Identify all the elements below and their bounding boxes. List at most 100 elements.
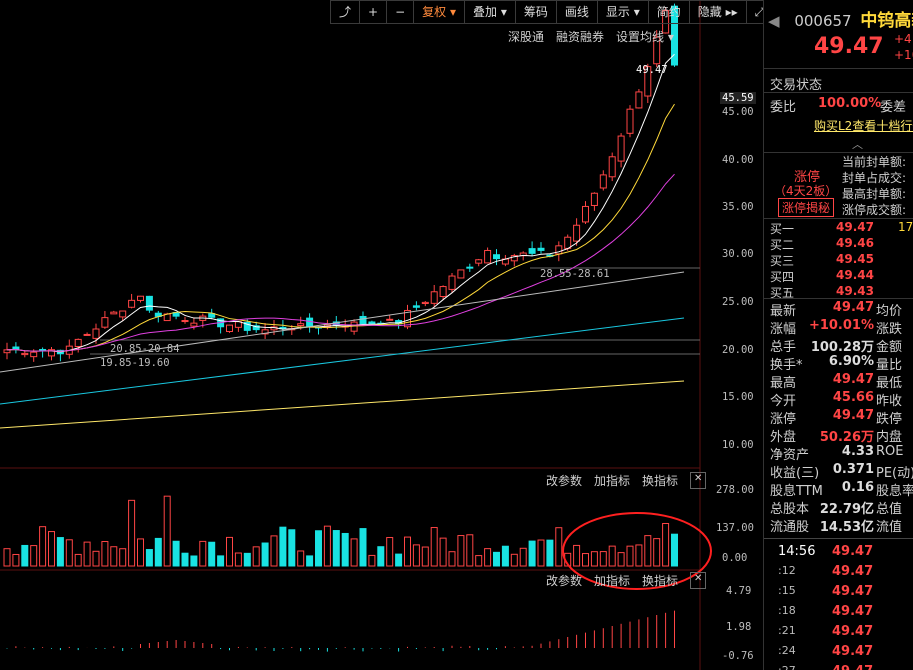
candle-body xyxy=(3,349,11,354)
ma20-line xyxy=(6,173,675,352)
volume-bar xyxy=(341,532,349,567)
kline-chart-area[interactable]: ⤴ + − 复权 ▾ 叠加 ▾ 筹码 画线 显示 ▾ 简约 隐藏 ▸▸ ⤢ 深股… xyxy=(0,0,774,670)
volume-bar xyxy=(635,544,643,567)
zoom-in-button[interactable]: + xyxy=(359,0,388,24)
candle-body xyxy=(421,301,429,305)
stat-label: 收益(三) xyxy=(770,466,820,481)
bid-price: 49.43 xyxy=(836,284,874,298)
price-tick-15: 15.00 xyxy=(722,391,754,403)
draw-button[interactable]: 画线 xyxy=(555,0,598,24)
volume-bar xyxy=(190,555,198,567)
volume-bar xyxy=(110,546,118,567)
volume-bar xyxy=(421,546,429,567)
toolbar: ⤴ + − 复权 ▾ 叠加 ▾ 筹码 画线 显示 ▾ 简约 隐藏 ▸▸ ⤢ xyxy=(330,0,774,24)
stock-header: ◀ 000657 中钨高新 xyxy=(768,6,913,31)
bid-qty: 17 xyxy=(898,220,913,234)
stat-value: 50.26万 xyxy=(819,430,874,445)
candle-body xyxy=(39,348,47,351)
volume-bars xyxy=(3,495,678,567)
candle-body xyxy=(671,5,678,66)
stat-right-label: 股息率 xyxy=(876,484,913,499)
limit-secret-button[interactable]: 涨停揭秘 xyxy=(778,198,835,217)
candle-body xyxy=(48,349,55,357)
adjust-label: 复权 xyxy=(422,5,447,19)
status-title: 交易状态 xyxy=(770,78,823,93)
volume-bar xyxy=(395,553,403,567)
adjust-button[interactable]: 复权 ▾ xyxy=(413,0,465,24)
volume-bar xyxy=(288,529,296,567)
vol-change-params[interactable]: 改参数 xyxy=(546,474,583,488)
price-tick-45: 45.00 xyxy=(722,106,754,118)
volume-bar xyxy=(39,526,47,567)
stat-value: 22.79亿 xyxy=(819,502,874,517)
ma-settings-link[interactable]: 设置均线 ▾ xyxy=(616,30,674,44)
volume-bar xyxy=(608,545,616,567)
vol-panel-links: 改参数 加指标 换指标 ✕ xyxy=(546,472,707,489)
stat-label: 流通股 xyxy=(770,520,810,535)
stat-label: 总股本 xyxy=(770,502,810,517)
macd-panel-links: 改参数 加指标 换指标 ✕ xyxy=(546,572,707,589)
macd-close-icon[interactable]: ✕ xyxy=(690,572,707,589)
macd-switch-indicator[interactable]: 换指标 xyxy=(642,574,679,588)
ma120-line xyxy=(0,380,685,429)
volume-bar xyxy=(128,499,136,567)
stat-right-label: 均价 xyxy=(876,304,903,319)
volume-bar xyxy=(217,555,225,567)
bid-price: 49.45 xyxy=(836,252,874,266)
lock-button[interactable]: ⤴ xyxy=(330,0,361,24)
back-icon[interactable]: ◀ xyxy=(768,12,780,30)
ma5-line xyxy=(6,53,675,353)
simple-button[interactable]: 简约 xyxy=(647,0,690,24)
tick-price: 49.47 xyxy=(832,564,874,579)
hide-label: 隐藏 xyxy=(697,5,722,19)
macd-add-indicator[interactable]: 加指标 xyxy=(594,574,631,588)
display-button[interactable]: 显示 ▾ xyxy=(596,0,649,24)
tick-price: 49.47 xyxy=(832,664,873,670)
zoom-out-button[interactable]: − xyxy=(386,0,415,24)
chips-button[interactable]: 筹码 xyxy=(514,0,557,24)
candle-body xyxy=(644,66,652,97)
candle-body xyxy=(662,10,670,34)
volume-bar xyxy=(279,526,287,567)
bid-price: 49.46 xyxy=(836,236,874,250)
box-label-3: 19.85-19.60 xyxy=(100,357,170,369)
candle-body xyxy=(181,320,189,323)
overlay-button[interactable]: 叠加 ▾ xyxy=(464,0,516,24)
stat-right-label: 量比 xyxy=(876,358,903,373)
collapse-icon[interactable]: ︿ xyxy=(852,138,863,151)
stat-label: 涨停 xyxy=(770,412,797,427)
candle-body xyxy=(83,333,91,336)
price-tick-30: 30.00 xyxy=(722,248,754,260)
candle-body xyxy=(412,305,420,308)
top-links: 深股通 融资融券 设置均线 ▾ xyxy=(508,28,674,45)
candle-body xyxy=(110,311,118,315)
volume-bar xyxy=(671,533,678,567)
hide-button[interactable]: 隐藏 ▸▸ xyxy=(688,0,747,24)
vol-add-indicator[interactable]: 加指标 xyxy=(594,474,631,488)
price-tick-20: 20.00 xyxy=(722,344,754,356)
candle-body xyxy=(243,321,251,331)
candle-body xyxy=(368,321,376,325)
candle-body xyxy=(626,108,634,134)
ma60-line xyxy=(0,317,685,405)
macd-axis-mid: 1.98 xyxy=(726,621,752,633)
price-tick-40: 40.00 xyxy=(722,154,754,166)
volume-bar xyxy=(599,551,607,567)
stat-label: 最高 xyxy=(770,376,797,391)
overlay-label: 叠加 xyxy=(473,5,498,19)
vol-switch-indicator[interactable]: 换指标 xyxy=(642,474,679,488)
buy-l2-link[interactable]: 购买L2查看十档行情 xyxy=(814,119,913,133)
volume-bar xyxy=(163,495,171,567)
tick-time: :27 xyxy=(778,664,796,670)
volume-bar xyxy=(261,542,269,567)
candle-body xyxy=(137,295,144,301)
candle-body xyxy=(101,317,109,328)
candle-body xyxy=(359,315,367,325)
macd-change-params[interactable]: 改参数 xyxy=(546,574,583,588)
volume-bar xyxy=(484,548,492,567)
hk-connect-link[interactable]: 深股通 xyxy=(508,30,545,44)
margin-link[interactable]: 融资融券 xyxy=(556,30,605,44)
vol-close-icon[interactable]: ✕ xyxy=(690,472,707,489)
main-chart-svg[interactable] xyxy=(0,0,762,670)
tick-price: 49.47 xyxy=(832,584,874,599)
